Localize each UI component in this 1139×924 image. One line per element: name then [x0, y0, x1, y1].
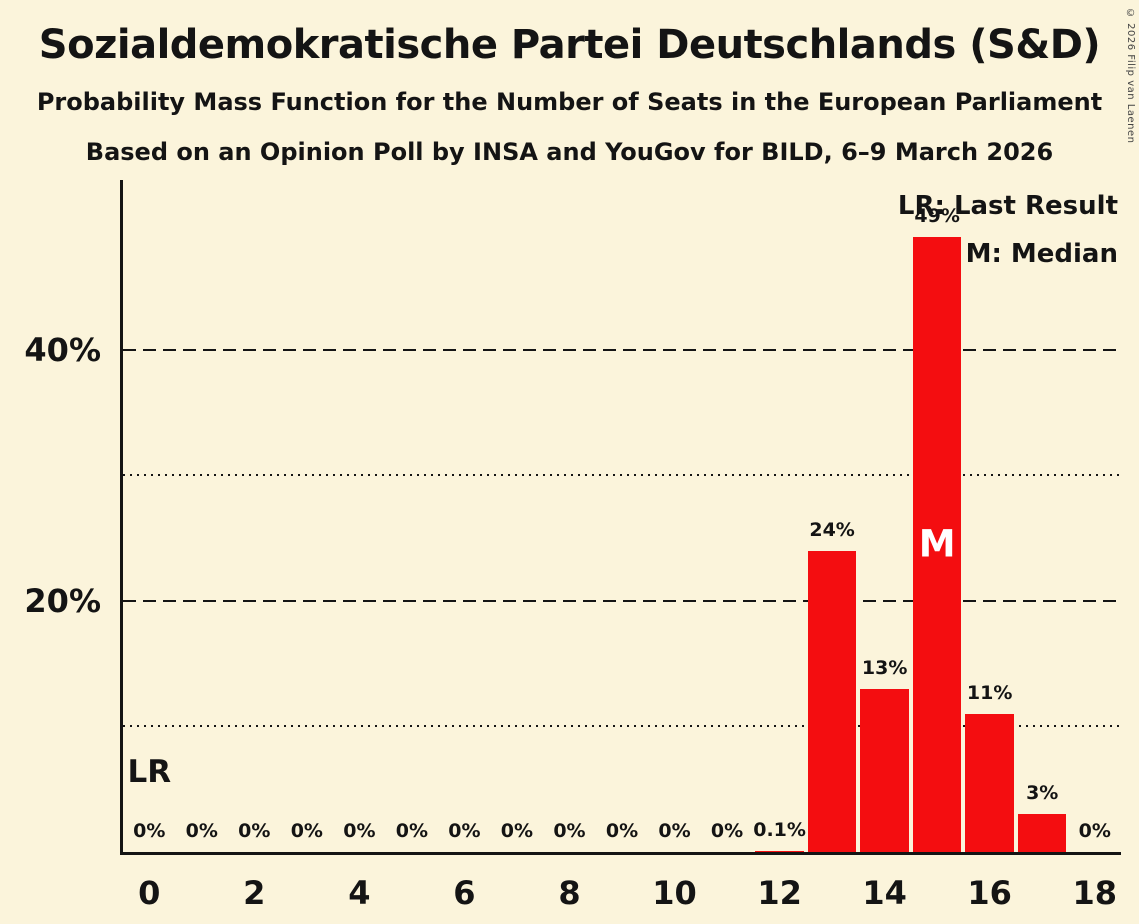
chart-subtitle: Probability Mass Function for the Number…: [36, 88, 1103, 116]
bar-label-seat-12: 0.1%: [753, 818, 806, 841]
x-tick-4: 4: [348, 874, 371, 912]
y-tick-20: 20%: [24, 581, 101, 620]
x-tick-8: 8: [558, 874, 581, 912]
chart-poll-source: Based on an Opinion Poll by INSA and You…: [85, 138, 1054, 166]
legend-median: M: Median: [965, 239, 1118, 269]
x-tick-6: 6: [453, 874, 476, 912]
legend: LR: Last Result M: Median: [898, 182, 1118, 278]
bar-label-seat-11: 0%: [710, 820, 744, 842]
bar-seat-12: [755, 850, 804, 852]
bar-label-seat-14: 13%: [861, 656, 908, 679]
bar-label-seat-13: 24%: [809, 518, 855, 541]
bar-seat-17: [1017, 814, 1067, 852]
x-tick-18: 18: [1072, 874, 1117, 912]
bar-label-seat-8: 0%: [553, 820, 586, 842]
bar-label-seat-10: 0%: [658, 820, 691, 842]
bar-label-seat-1: 0%: [185, 820, 218, 842]
bar-label-seat-18: 0%: [1078, 820, 1111, 842]
median-marker: M: [918, 522, 956, 566]
x-tick-10: 10: [652, 874, 697, 912]
x-tick-16: 16: [967, 874, 1012, 912]
bar-label-seat-15: 49%: [914, 204, 960, 227]
bar-label-seat-0: 0%: [133, 820, 166, 842]
x-tick-12: 12: [757, 874, 802, 912]
x-tick-14: 14: [862, 874, 907, 912]
bar-label-seat-16: 11%: [966, 681, 1013, 704]
gridline-10pct: [123, 725, 1121, 728]
bar-label-seat-17: 3%: [1026, 782, 1059, 805]
bar-label-seat-4: 0%: [343, 820, 376, 842]
plot-area: 20% 40% 0% 0% 0% 0% 0% 0% 0% 0% 0% 0% 0% 0% 0.1% 24% 13%…: [24, 180, 1121, 912]
gridline-30pct: [123, 474, 1121, 477]
x-tick-2: 2: [243, 874, 266, 912]
bar-label-seat-5: 0%: [395, 820, 429, 842]
copyright-notice: © 2026 Filip van Laenen: [1125, 8, 1136, 144]
y-tick-40: 40%: [24, 330, 101, 369]
bar-seat-16: [965, 713, 1014, 852]
x-tick-0: 0: [138, 874, 161, 912]
bar-label-seat-3: 0%: [290, 820, 323, 842]
bar-seat-14: [860, 688, 909, 852]
last-result-marker: LR: [127, 754, 172, 790]
chart-title: Sozialdemokratische Partei Deutschlands …: [38, 22, 1101, 68]
gridline-40pct: [123, 348, 1121, 351]
bar-seat-15: [912, 236, 962, 852]
bar-label-seat-9: 0%: [605, 820, 639, 842]
legend-last-result: LR: Last Result: [897, 191, 1118, 221]
bar-label-seat-6: 0%: [448, 820, 481, 842]
bar-seat-13: [807, 550, 857, 852]
bar-label-seat-2: 0%: [238, 820, 271, 842]
gridline-20pct: [123, 599, 1121, 602]
bar-label-seat-7: 0%: [500, 820, 534, 842]
